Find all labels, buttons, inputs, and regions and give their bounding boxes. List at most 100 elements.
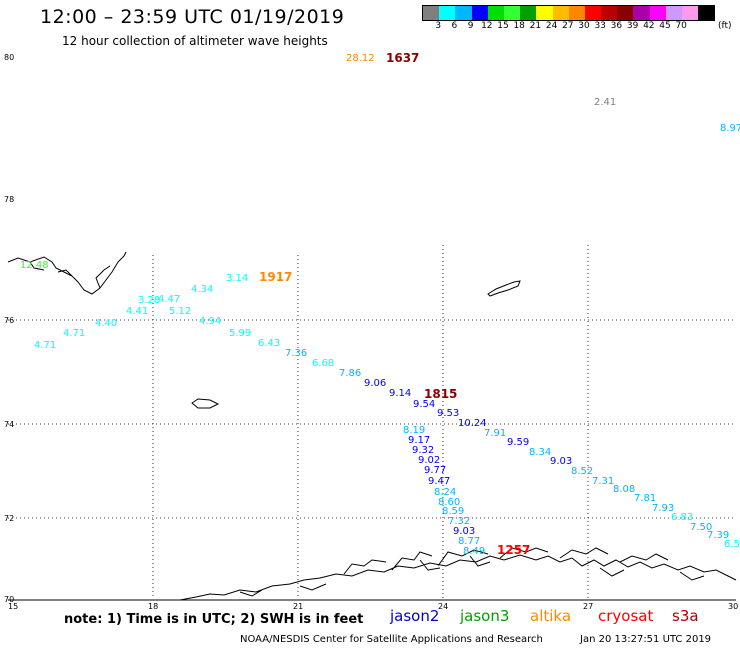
colorbar-tick-label: 30	[578, 21, 590, 31]
wave-height-value: 9.06	[364, 378, 386, 389]
wave-height-value: 4.34	[191, 284, 213, 295]
colorbar-tick-label: 24	[545, 21, 558, 31]
wave-height-value: 8.97	[720, 123, 740, 134]
satellite-legend-s3a: s3a	[672, 607, 699, 625]
colorbar-tick-label: 6	[451, 21, 458, 31]
colorbar-swatch	[568, 6, 585, 20]
colorbar-swatch	[617, 6, 634, 20]
lat-label: 80	[4, 53, 14, 62]
colorbar-tick-label: 33	[594, 21, 606, 31]
wave-height-value: 9.02	[418, 455, 440, 466]
colorbar-swatch	[649, 6, 666, 20]
lon-label: 15	[8, 602, 18, 611]
pass-time-label: 1917	[259, 270, 292, 284]
wave-height-value: 10.24	[458, 418, 487, 429]
wave-height-value: 8.60	[438, 497, 460, 508]
lon-label: 30	[728, 602, 738, 611]
lon-label: 24	[438, 602, 448, 611]
satellite-legend-jason2: jason2	[390, 607, 440, 625]
wave-height-value: 8.77	[458, 536, 480, 547]
wave-height-value: 5.12	[169, 306, 191, 317]
norway-coast	[179, 547, 737, 601]
wave-height-value: 8.08	[613, 484, 635, 495]
wave-height-value: 9.54	[413, 399, 435, 410]
colorbar-tick-label: 15	[497, 21, 509, 31]
pass-time-labels: 1637 1917 1815 1257	[259, 51, 530, 557]
wave-height-value: 7.31	[592, 476, 614, 487]
colorbar-swatch	[471, 6, 488, 20]
colorbar-tick-label: 36	[610, 21, 623, 31]
colorbar-tick-label: 3	[435, 21, 442, 31]
wave-height-value: 4.47	[158, 294, 180, 305]
wave-height-value: 12.48	[20, 260, 49, 271]
wave-height-value: 9.17	[408, 435, 430, 446]
colorbar	[422, 5, 716, 21]
wave-height-values: 28.12 2.41 8.97 12.48 3.14 4.34 3.284.47 4.41 5.…	[20, 53, 740, 557]
colorbar-swatch	[682, 6, 699, 20]
colorbar-swatch	[601, 6, 618, 20]
lon-labels: 15 18 21 24 27 30	[8, 602, 738, 611]
wave-height-value: 6.68	[312, 358, 334, 369]
lat-label: 72	[4, 514, 14, 523]
pass-time-label: 1815	[424, 387, 457, 401]
wave-height-value: 6.83	[671, 512, 693, 523]
lat-labels: 80 78 76 74 72 70	[4, 53, 14, 604]
wave-height-value: 8.59	[442, 506, 464, 517]
wave-height-value: 8.19	[403, 425, 425, 436]
credit-line: NOAA/NESDIS Center for Satellite Applica…	[240, 634, 543, 645]
kong-karls-land-coast	[487, 280, 521, 297]
wave-height-value: 3.14	[226, 273, 248, 284]
lon-label: 21	[293, 602, 303, 611]
lat-label: 74	[4, 420, 14, 429]
lat-label: 76	[4, 316, 14, 325]
wave-height-value: 7.91	[484, 428, 506, 439]
wave-height-value: 6.43	[258, 338, 280, 349]
colorbar-tick-label: 27	[562, 21, 574, 31]
wave-height-value: 4.71	[63, 328, 85, 339]
wave-height-value: 9.53	[437, 408, 459, 419]
page-subtitle: 12 hour collection of altimeter wave hei…	[62, 34, 328, 48]
wave-height-value: 7.50	[690, 522, 712, 533]
page-title: 12:00 – 23:59 UTC 01/19/2019	[40, 6, 345, 28]
satellite-legend-jason3: jason3	[460, 607, 510, 625]
colorbar-tick-label: 45	[659, 21, 671, 31]
colorbar-tick-label: 21	[529, 21, 542, 31]
lat-label: 70	[4, 595, 14, 604]
pass-time-label: 1637	[386, 51, 419, 65]
colorbar-swatch	[665, 6, 682, 20]
wave-height-value: 9.47	[428, 476, 450, 487]
wave-height-value: 4.71	[34, 340, 56, 351]
wave-height-value: 7.36	[285, 348, 307, 359]
colorbar-swatch	[698, 6, 715, 20]
lon-label: 18	[148, 602, 158, 611]
wave-height-value: 9.59	[507, 437, 529, 448]
wave-height-value: 7.81	[634, 493, 656, 504]
colorbar-tick-label: 39	[626, 21, 639, 31]
wave-height-value: 4.41	[126, 306, 148, 317]
colorbar-tick-label: 9	[467, 21, 474, 31]
wave-height-value: 9.03	[453, 526, 475, 537]
colorbar-swatch	[584, 6, 602, 20]
wave-height-value: 8.52	[571, 466, 593, 477]
footer-note: note: 1) Time is in UTC; 2) SWH is in fe…	[64, 612, 364, 627]
wave-height-value: 9.03	[550, 456, 572, 467]
wave-height-value: 8.24	[434, 487, 456, 498]
satellite-legend-cryosat: cryosat	[598, 607, 654, 625]
colorbar-tick-label: 70	[675, 21, 687, 31]
colorbar-tick-label: 42	[643, 21, 655, 31]
wave-height-value: 4.94	[199, 316, 221, 327]
wave-height-value: 6.5	[724, 539, 740, 550]
colorbar-swatch	[520, 6, 537, 20]
wave-height-value: 7.32	[448, 516, 470, 527]
graticule	[8, 245, 735, 598]
wave-height-value: 7.93	[652, 503, 674, 514]
coastlines	[7, 251, 737, 601]
wave-height-value: 28.12	[346, 53, 375, 64]
colorbar-swatch	[423, 6, 440, 20]
lon-label: 27	[583, 602, 593, 611]
colorbar-swatch	[439, 6, 456, 20]
pass-time-label: 1257	[497, 543, 530, 557]
wave-height-value: 8.49	[463, 546, 485, 557]
colorbar-swatch	[503, 6, 521, 20]
satellite-legend-altika: altika	[530, 607, 572, 625]
